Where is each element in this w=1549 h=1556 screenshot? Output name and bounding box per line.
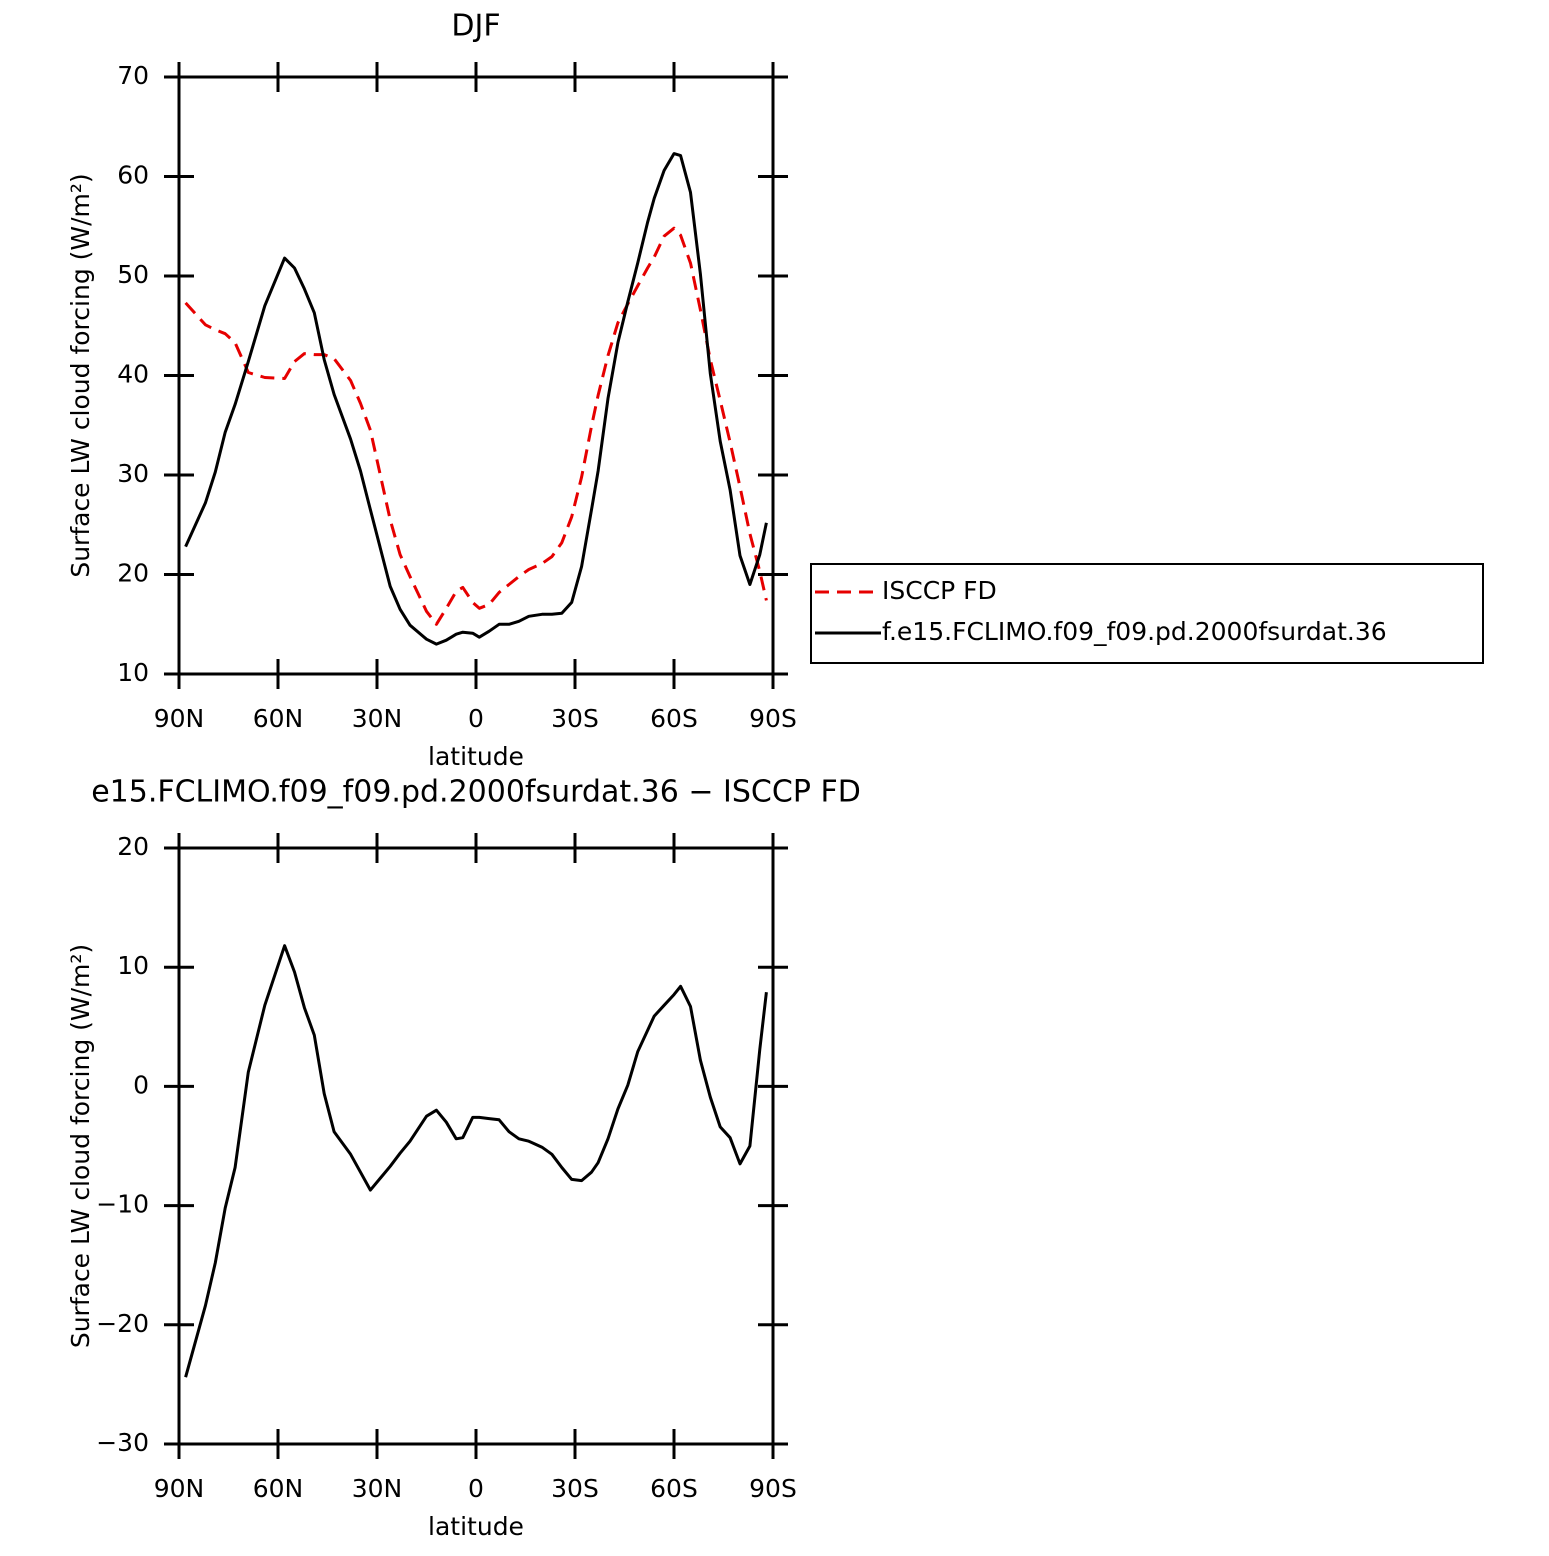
y-axis-label: Surface LW cloud forcing (W/m²) [66,173,95,577]
x-tick-label: 60S [650,704,698,733]
y-axis-label: Surface LW cloud forcing (W/m²) [66,944,95,1348]
plot-frame [177,846,775,1446]
x-tick-label: 90N [154,704,205,733]
y-tick-label: 20 [117,832,149,861]
legend-label: f.e15.FCLIMO.f09_f09.pd.2000fsurdat.36 [882,617,1387,646]
x-tick-label: 30S [551,1474,599,1503]
x-axis-label: latitude [428,742,524,771]
x-tick-label: 60N [253,1474,304,1503]
y-tick-label: 30 [117,459,149,488]
y-tick-label: 40 [117,360,149,389]
x-tick-label: 90S [749,1474,797,1503]
y-tick-label: −30 [96,1428,149,1457]
series-line [184,152,768,646]
y-tick-label: −20 [96,1309,149,1338]
series-line [184,944,768,1378]
x-axis-label: latitude [428,1512,524,1541]
legend-box [810,563,1484,664]
x-tick-label: 30N [352,704,403,733]
y-tick-label: 70 [117,61,149,90]
x-tick-label: 30N [352,1474,403,1503]
y-tick-label: 50 [117,260,149,289]
y-tick-label: 10 [117,951,149,980]
x-tick-label: 60N [253,704,304,733]
x-tick-label: 90S [749,704,797,733]
x-tick-label: 90N [154,1474,205,1503]
x-tick-label: 30S [551,704,599,733]
chart-title: e15.FCLIMO.f09_f09.pd.2000fsurdat.36 − I… [91,775,861,810]
y-tick-label: 0 [133,1070,149,1099]
x-tick-label: 0 [468,1474,484,1503]
y-tick-label: 20 [117,559,149,588]
x-tick-label: 0 [468,704,484,733]
y-tick-label: 10 [117,658,149,687]
legend-label: ISCCP FD [882,576,997,605]
y-tick-label: 60 [117,161,149,190]
chart-title: DJF [451,9,500,44]
y-tick-label: −10 [96,1190,149,1219]
x-tick-label: 60S [650,1474,698,1503]
